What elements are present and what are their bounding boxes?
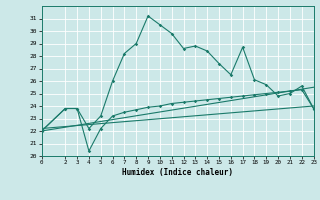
X-axis label: Humidex (Indice chaleur): Humidex (Indice chaleur) — [122, 168, 233, 177]
